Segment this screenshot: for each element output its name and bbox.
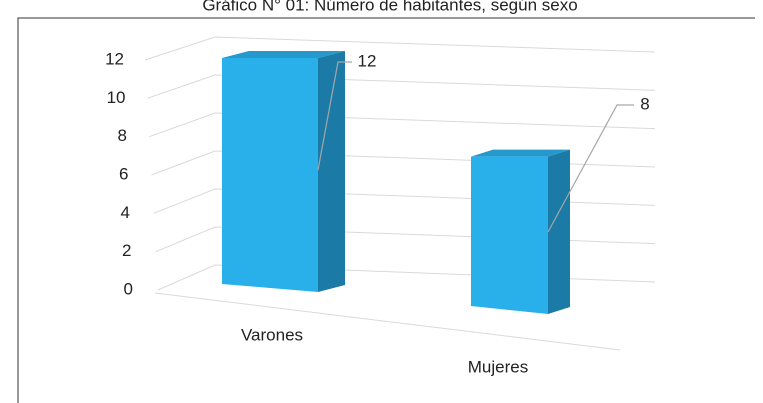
data-label: 8 — [640, 94, 649, 113]
data-label: 12 — [358, 51, 377, 70]
floor-line — [154, 292, 621, 351]
grid-line — [147, 74, 656, 99]
y-tick-label: 8 — [118, 126, 127, 145]
y-tick-label: 6 — [119, 164, 128, 183]
chart-title: Gráfico N° 01: Número de habitantes, seg… — [202, 0, 577, 14]
bar-side — [318, 51, 345, 292]
y-tick-label: 4 — [121, 203, 130, 222]
bar-side — [548, 149, 570, 314]
y-tick-label: 0 — [124, 279, 133, 298]
x-tick-label: Mujeres — [468, 357, 528, 376]
frame — [17, 17, 755, 403]
grid-line — [149, 112, 656, 138]
leader-line — [317, 61, 352, 171]
bar — [471, 156, 548, 314]
bar — [222, 58, 318, 292]
bar-top — [222, 51, 345, 58]
grid-line — [144, 36, 656, 61]
x-tick-label: Varones — [241, 325, 303, 344]
y-tick-label: 12 — [105, 49, 124, 68]
y-tick-label: 2 — [122, 241, 131, 260]
y-tick-label: 10 — [107, 88, 126, 107]
leader-line — [547, 104, 634, 233]
bar-top — [471, 149, 570, 157]
